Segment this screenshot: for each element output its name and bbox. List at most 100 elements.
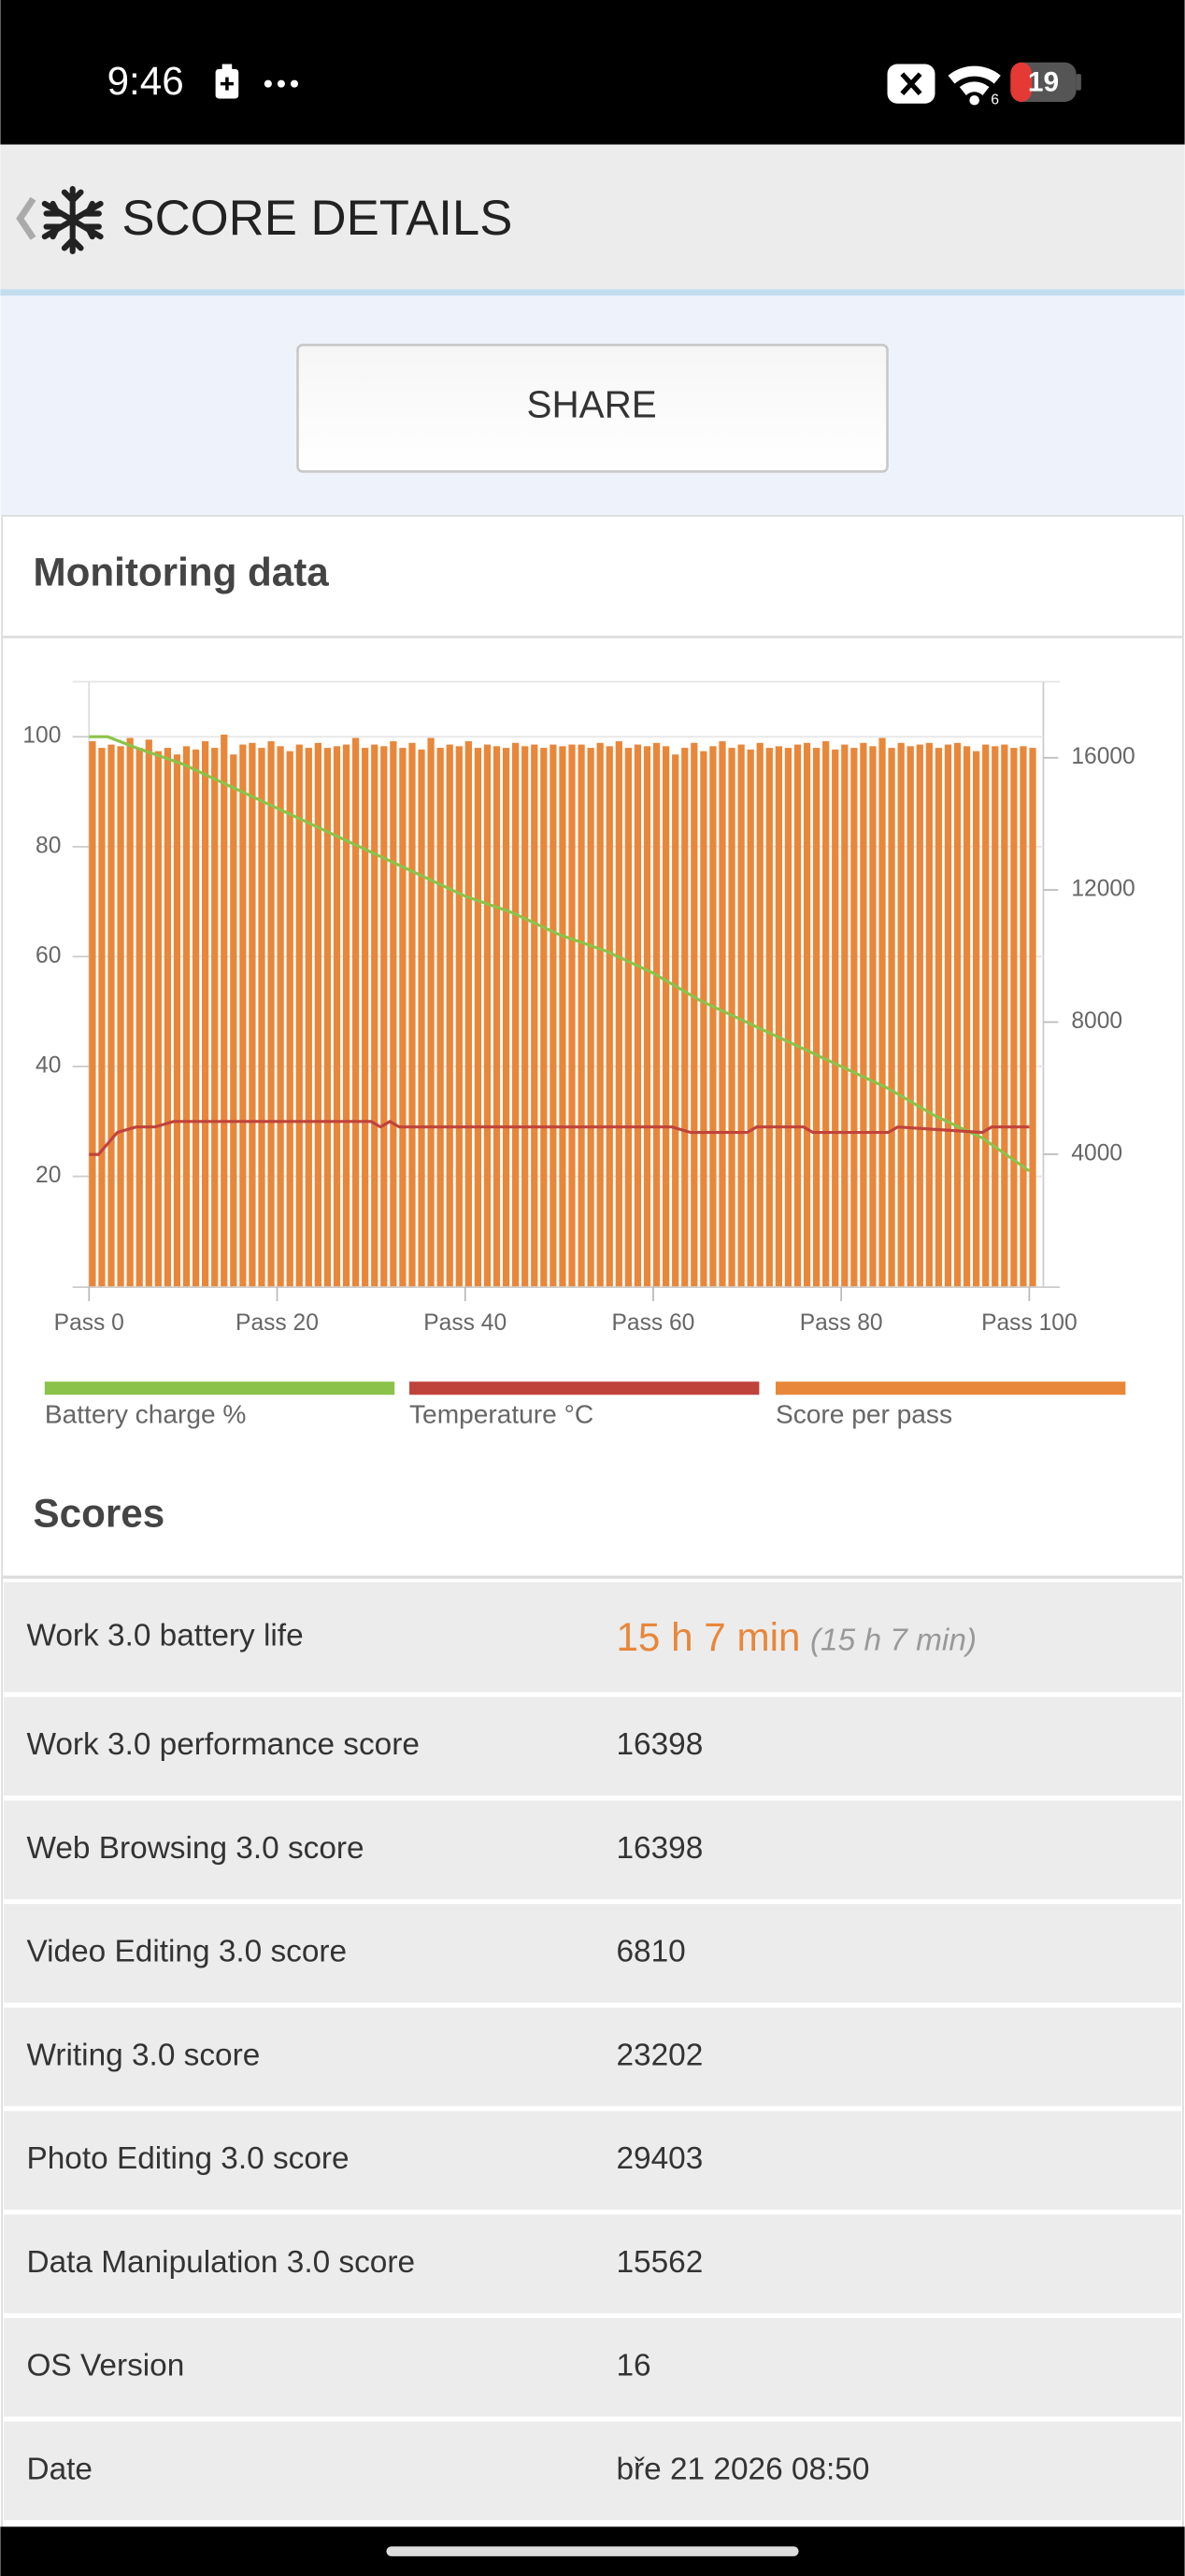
bar — [512, 742, 520, 1287]
app-bar-shadow — [0, 289, 1185, 296]
row-value: 16398 — [616, 1831, 703, 1866]
row-label: Work 3.0 performance score — [26, 1727, 419, 1762]
bar — [154, 751, 162, 1287]
bar — [916, 744, 923, 1287]
bar — [107, 744, 115, 1287]
no-sim-icon — [887, 64, 935, 104]
bar — [982, 744, 990, 1287]
bar — [173, 754, 181, 1287]
x-tick-label: Pass 0 — [54, 1310, 124, 1336]
table-row — [3, 2421, 1182, 2521]
bar — [295, 744, 303, 1287]
more-icon — [264, 79, 299, 88]
bar — [418, 749, 425, 1287]
row-label: Date — [26, 2452, 93, 2486]
bar — [719, 741, 726, 1287]
table-row — [3, 2318, 1182, 2417]
bar — [521, 746, 529, 1287]
y-tick-label: 100 — [22, 723, 61, 749]
bar — [992, 746, 999, 1287]
bar — [672, 754, 679, 1287]
bar — [888, 748, 895, 1287]
bar — [1029, 748, 1036, 1287]
y-tick-label: 40 — [36, 1053, 61, 1079]
charging-icon — [215, 64, 239, 99]
x-tick-label: Pass 60 — [612, 1310, 695, 1336]
bar — [832, 749, 839, 1287]
bar — [474, 748, 482, 1287]
home-indicator[interactable] — [386, 2546, 799, 2556]
bar — [700, 751, 707, 1287]
bar — [493, 746, 501, 1287]
bar — [305, 748, 312, 1287]
bar — [747, 749, 754, 1287]
bar — [756, 742, 764, 1287]
y-tick-label: 80 — [36, 833, 61, 858]
legend-swatch — [409, 1381, 760, 1395]
bar — [277, 746, 284, 1287]
legend-swatch — [775, 1381, 1126, 1395]
bar — [230, 754, 237, 1287]
scores-table: Work 3.0 battery life 15 h 7 min (15 h 7 m… — [3, 1581, 1182, 2521]
battery-indicator: 19 — [1010, 62, 1081, 102]
bar — [464, 741, 472, 1287]
bar — [878, 737, 886, 1287]
bar — [793, 744, 802, 1287]
bar — [587, 748, 594, 1287]
bar — [850, 748, 858, 1287]
bar — [323, 748, 332, 1287]
table-row — [3, 2007, 1182, 2107]
row-value: 15 h 7 min — [616, 1615, 800, 1659]
svg-text:6: 6 — [991, 92, 999, 107]
table-row — [3, 1800, 1182, 1899]
bar — [643, 746, 651, 1287]
bar — [89, 741, 96, 1287]
bar — [239, 744, 247, 1287]
bar — [446, 744, 453, 1287]
table-row — [3, 2111, 1182, 2211]
bar — [606, 746, 613, 1287]
bar — [202, 741, 209, 1287]
bar — [953, 742, 962, 1287]
bar — [596, 742, 604, 1287]
bar — [615, 741, 622, 1287]
row-value: 15562 — [616, 2245, 703, 2280]
bar — [380, 746, 388, 1287]
app-logo — [41, 186, 104, 254]
bar — [907, 746, 914, 1287]
bar — [775, 746, 782, 1287]
row-value: 23202 — [616, 2038, 703, 2072]
bar — [502, 748, 510, 1287]
bar — [691, 742, 698, 1287]
page-title: SCORE DETAILS — [121, 191, 512, 246]
row-value: bře 21 2026 08:50 — [616, 2452, 869, 2486]
bar — [126, 737, 134, 1287]
table-row — [3, 1581, 1182, 1693]
share-label: SHARE — [527, 383, 657, 426]
back-button[interactable] — [16, 196, 36, 240]
bar — [221, 734, 228, 1287]
row-label: Work 3.0 battery life — [26, 1618, 303, 1653]
row-label: Data Manipulation 3.0 score — [26, 2245, 415, 2280]
bar — [371, 744, 378, 1287]
row-value-detail: (15 h 7 min) — [810, 1624, 977, 1658]
section-title: Scores — [34, 1491, 165, 1535]
bar — [624, 748, 633, 1287]
bar — [164, 748, 172, 1287]
x-tick-label: Pass 80 — [800, 1310, 883, 1336]
legend-swatch — [44, 1381, 395, 1395]
legend-label: Battery charge % — [45, 1400, 247, 1429]
bar — [98, 748, 106, 1287]
bar — [860, 742, 867, 1287]
line — [89, 1120, 1030, 1156]
row-value: 16 — [616, 2349, 650, 2383]
bar — [399, 748, 407, 1287]
y-tick-label: 20 — [36, 1163, 61, 1188]
section-title: Monitoring data — [34, 550, 330, 594]
bar — [765, 748, 773, 1287]
bar — [578, 744, 585, 1287]
bar — [540, 748, 548, 1287]
bar — [709, 746, 717, 1287]
share-button[interactable]: SHARE — [296, 343, 889, 473]
legend-label: Score per pass — [776, 1400, 952, 1429]
